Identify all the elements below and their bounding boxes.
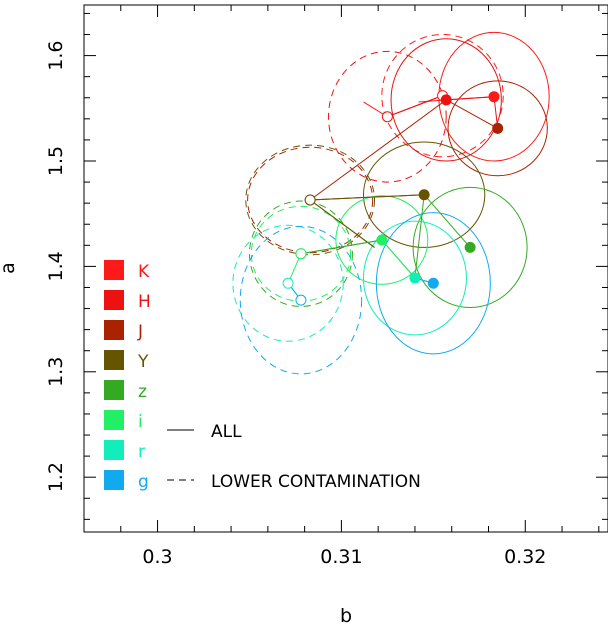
y-axis-label: a xyxy=(0,262,19,274)
legend-swatch-H xyxy=(104,290,124,310)
point-all-g xyxy=(427,277,439,289)
legend-swatch-z xyxy=(104,380,124,400)
ellipse-all-i xyxy=(335,195,429,285)
ellipses-layer xyxy=(232,31,550,375)
legend-label-r: r xyxy=(138,442,145,462)
path-all-J xyxy=(309,99,498,201)
path-lower-H xyxy=(387,95,443,118)
ellipse-lower-K xyxy=(381,34,504,158)
legend-label-K: K xyxy=(138,262,150,282)
point-lower-Y xyxy=(304,194,316,206)
linestyle-legend: ALL LOWER CONTAMINATION xyxy=(167,422,421,492)
point-all-r xyxy=(409,272,421,284)
y-tick-label: 1.2 xyxy=(45,462,67,492)
points-layer xyxy=(282,90,504,306)
point-all-i xyxy=(376,234,388,246)
point-lower-g xyxy=(295,294,307,306)
plot-frame xyxy=(83,4,608,533)
legend-label-i: i xyxy=(138,412,143,432)
linestyle-label-dashed: LOWER CONTAMINATION xyxy=(211,472,421,492)
point-lower-i xyxy=(295,248,307,260)
path-lower-i xyxy=(287,253,302,301)
y-tick-label: 1.4 xyxy=(45,251,67,281)
point-all-J xyxy=(492,122,504,134)
ellipse-all-z xyxy=(412,186,528,308)
legend-label-g: g xyxy=(138,472,149,492)
ellipse-all-H xyxy=(390,38,502,162)
ellipse-all-r xyxy=(362,220,467,336)
ticks-layer: 0.3 0.31 0.32 1.2 1.3 1.4 1.5 1.6 xyxy=(45,5,608,568)
legend-swatch-g xyxy=(104,470,124,490)
x-axis-label: b xyxy=(340,605,352,627)
ellipse-all-J xyxy=(447,80,548,177)
ellipse-lower-z xyxy=(248,200,353,307)
legend-swatch-J xyxy=(104,320,124,340)
x-tick-label: 0.3 xyxy=(142,546,172,568)
linestyle-label-solid: ALL xyxy=(211,422,242,442)
point-all-H xyxy=(440,94,452,106)
x-tick-label: 0.32 xyxy=(504,546,546,568)
point-all-Y xyxy=(418,189,430,201)
legend-label-J: J xyxy=(137,322,143,342)
ellipse-lower-r xyxy=(232,224,344,342)
ellipse-all-Y xyxy=(362,141,486,248)
path-lower-z xyxy=(300,239,382,255)
ellipse-lower-g xyxy=(239,225,363,375)
legend-label-z: z xyxy=(138,382,147,402)
legend-swatch-i xyxy=(104,410,124,430)
path-lower-Y xyxy=(309,199,375,248)
point-lower-H xyxy=(381,111,393,123)
point-lower-r xyxy=(282,277,294,289)
legend-label-Y: Y xyxy=(137,352,149,372)
ellipse-lower-Y xyxy=(245,144,375,256)
point-all-K xyxy=(488,91,500,103)
legend-swatch-K xyxy=(104,260,124,280)
y-tick-label: 1.6 xyxy=(45,40,67,70)
legend-label-H: H xyxy=(138,292,151,312)
legend-swatch-r xyxy=(104,440,124,460)
ellipse-lower-H xyxy=(328,50,447,183)
y-tick-label: 1.3 xyxy=(45,357,67,387)
y-tick-label: 1.5 xyxy=(45,146,67,176)
legend-swatch-Y xyxy=(104,350,124,370)
ellipse-all-g xyxy=(375,212,491,355)
x-tick-label: 0.31 xyxy=(320,546,362,568)
point-all-z xyxy=(464,241,476,253)
path-lower-K xyxy=(363,95,443,118)
